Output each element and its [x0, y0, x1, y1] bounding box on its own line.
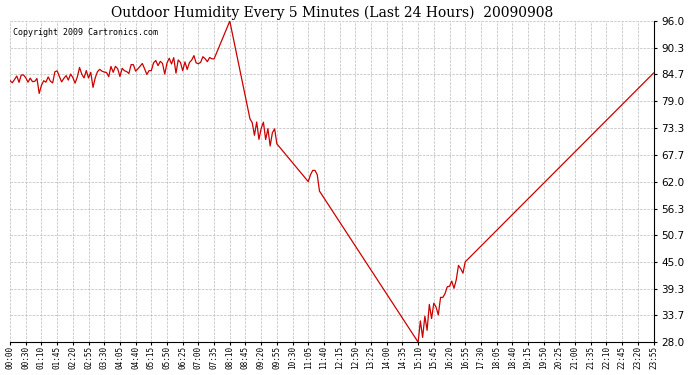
Title: Outdoor Humidity Every 5 Minutes (Last 24 Hours)  20090908: Outdoor Humidity Every 5 Minutes (Last 2… [110, 6, 553, 20]
Text: Copyright 2009 Cartronics.com: Copyright 2009 Cartronics.com [13, 27, 158, 36]
